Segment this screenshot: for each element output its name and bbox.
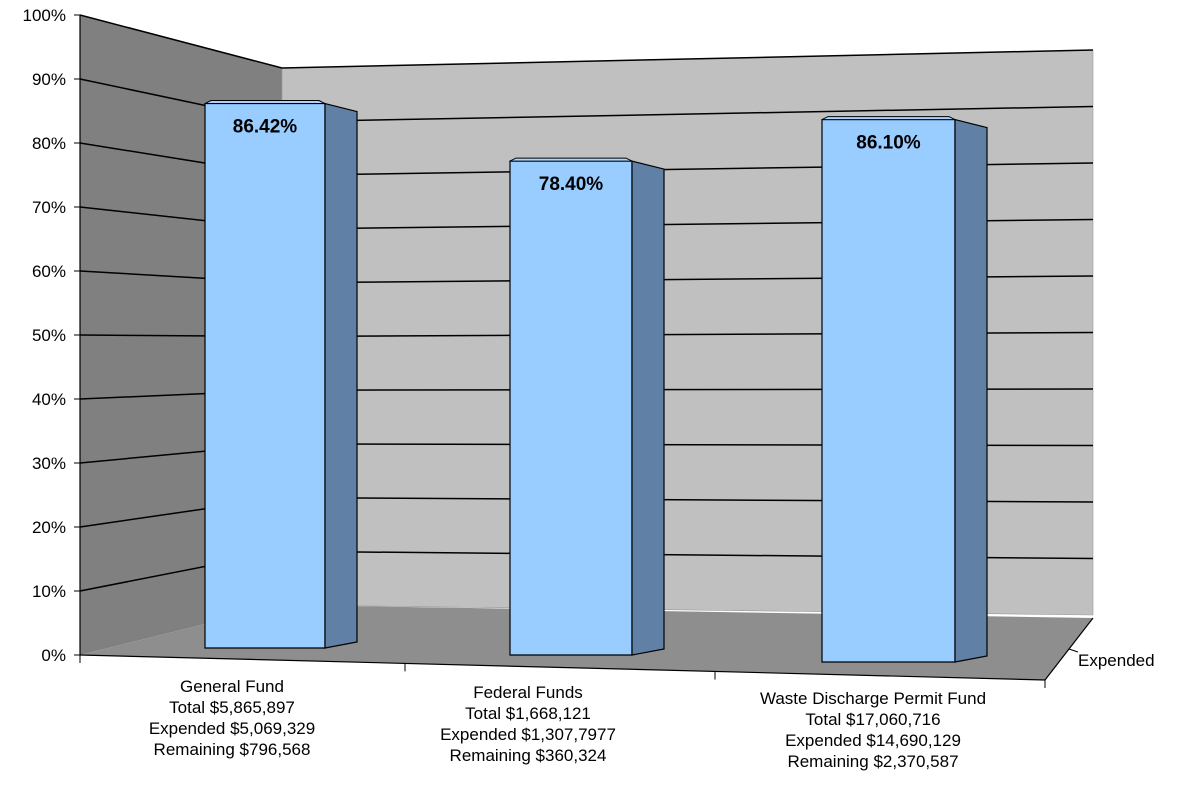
category-label-line: Federal Funds [473,683,583,702]
category-label-line: Expended $14,690,129 [785,731,961,750]
y-tick-label: 0% [41,646,66,665]
y-tick-label: 30% [32,454,66,473]
data-label: 86.42% [233,117,298,138]
y-tick-label: 50% [32,326,66,345]
gridline-back [281,105,1094,123]
depth-axis-label: Expended [1078,651,1155,670]
category-label-line: Total $1,668,121 [465,704,591,723]
y-tick-label: 10% [32,582,66,601]
category-label-line: Waste Discharge Permit Fund [760,689,986,708]
category-label-line: General Fund [180,677,284,696]
bar-side [954,118,988,663]
x-axis-line [79,654,1046,681]
y-tick-label: 20% [32,518,66,537]
category-label-line: Total $5,865,897 [169,698,295,717]
depth-tick-mark [1068,648,1079,653]
bar-top [204,100,326,105]
category-label-line: Expended $5,069,329 [149,719,315,738]
category-label-line: Remaining $360,324 [450,746,607,765]
y-tick-label: 40% [32,390,66,409]
bars [204,100,988,663]
y-tick-label: 80% [32,134,66,153]
bar-front [821,118,956,663]
axes: 0% 10% 20% 30% 40% 50% 60% 70% 80% 90% 100% Expende… [23,6,1155,688]
bar-front [204,102,326,649]
category-label-line: Remaining $2,370,587 [787,752,958,771]
category-label-line: Expended $1,307,7977 [440,725,616,744]
category-label-line: Remaining $796,568 [154,740,311,759]
y-tick-label: 70% [32,198,66,217]
data-label: 78.40% [539,174,604,195]
bar-top [821,116,956,121]
data-label: 86.10% [856,133,921,154]
bar-front [509,160,633,656]
gridline-left [79,14,283,69]
y-tick-label: 60% [32,262,66,281]
bar-top [509,157,633,162]
bar-side [631,160,665,656]
gridline-back [281,49,1094,69]
y-tick-label: 90% [32,70,66,89]
y-tick-label: 100% [23,6,66,25]
labels: 86.42% 78.40% 86.10% General Fund Total $5,8… [149,117,986,771]
category-label-line: Total $17,060,716 [805,710,940,729]
bar-side [324,102,358,649]
